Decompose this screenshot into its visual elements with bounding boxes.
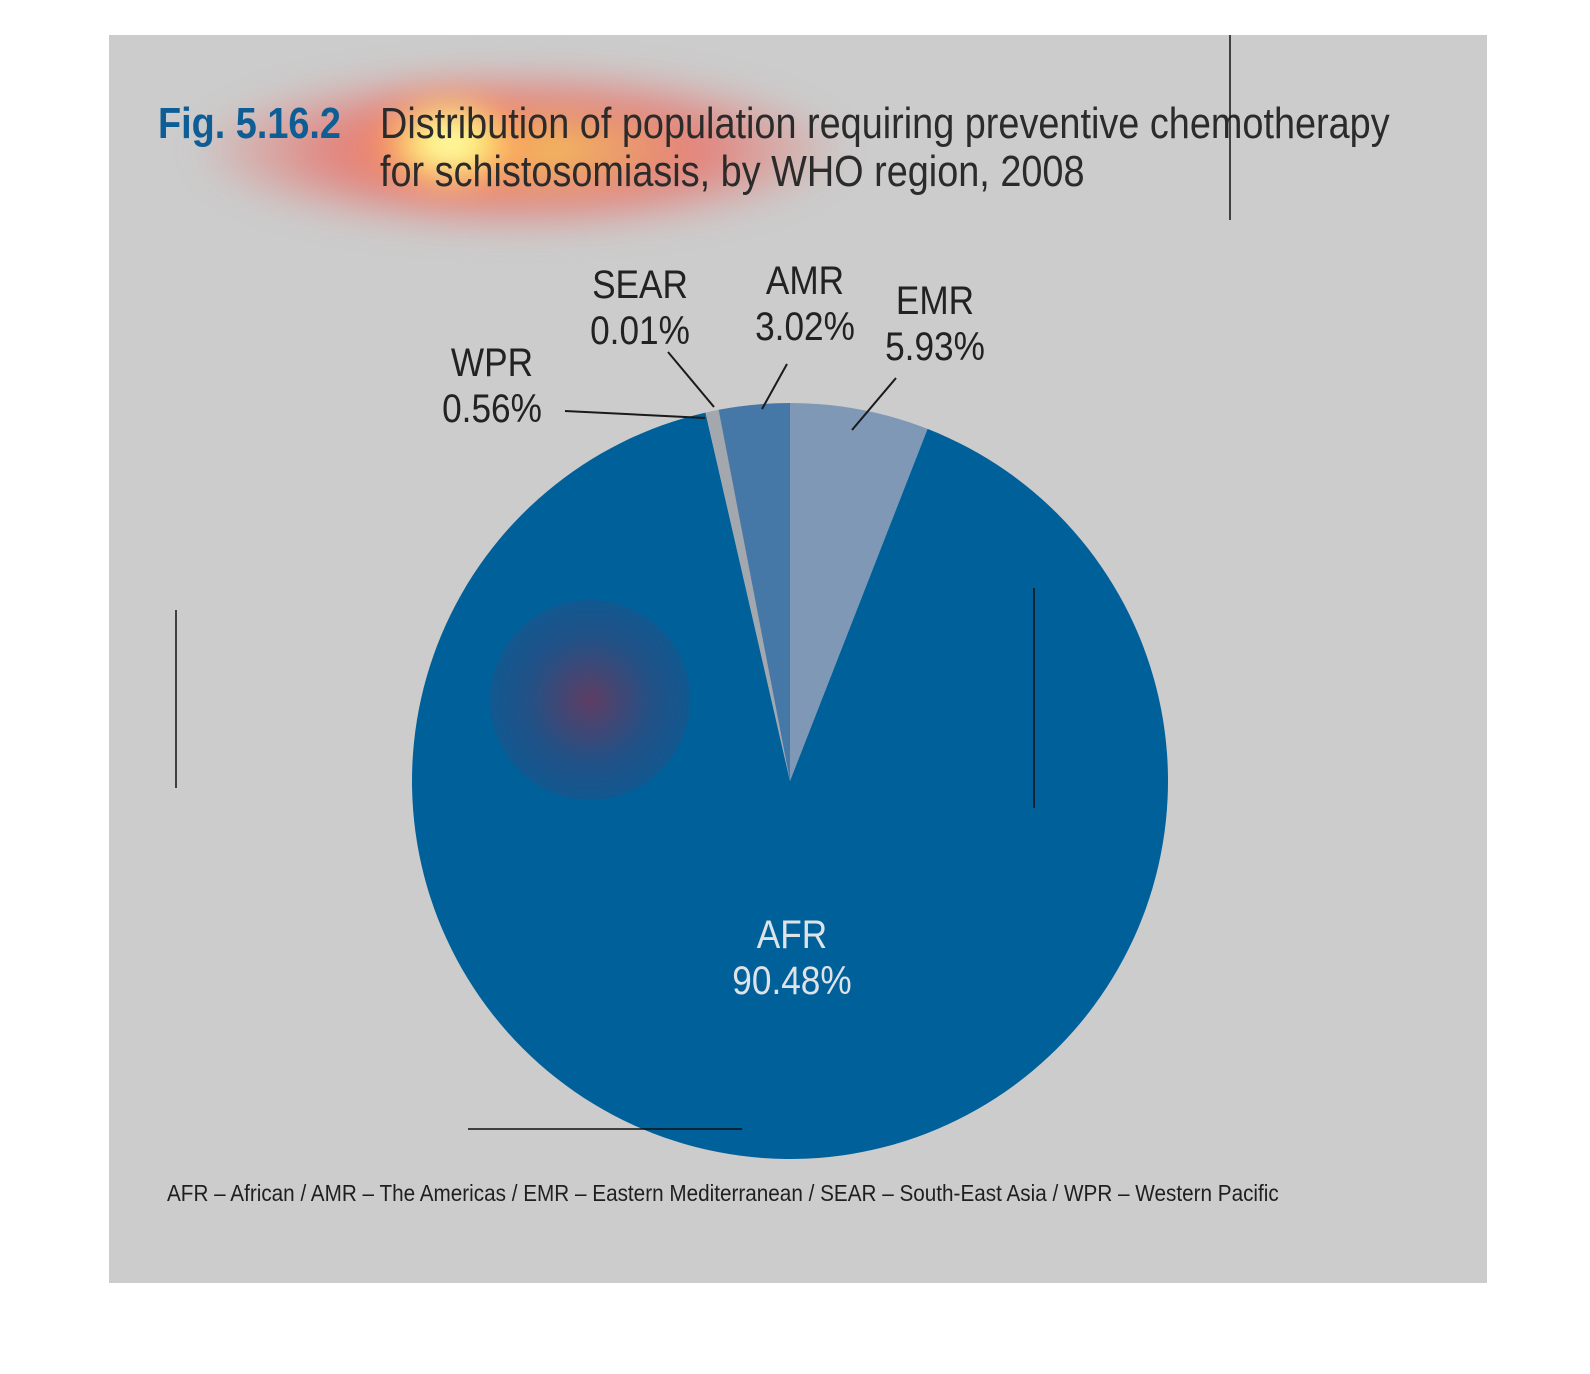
slice-name-amr: AMR (765, 259, 845, 303)
leader-line-wpr (564, 410, 706, 419)
slice-name-emr: EMR (895, 279, 975, 323)
leader-line-sear (667, 351, 715, 408)
slice-value-sear: 0.01% (590, 309, 690, 353)
slice-name-afr: AFR (756, 913, 828, 957)
figure-title-line-1: Distribution of population requiring pre… (380, 99, 1390, 148)
leader-line-amr (761, 363, 788, 410)
leader-line-emr (851, 377, 897, 431)
slice-name-sear: SEAR (592, 263, 688, 307)
pie-slice-afr (411, 412, 1168, 1159)
slice-label-wpr: WPR 0.56% (439, 340, 545, 432)
slice-label-sear: SEAR 0.01% (583, 262, 697, 354)
pie-slice-amr (718, 403, 790, 781)
region-footnote: AFR – African / AMR – The Americas / EMR… (167, 1180, 1279, 1206)
slice-value-emr: 5.93% (885, 325, 985, 369)
slice-value-amr: 3.02% (755, 305, 855, 349)
figure-number: Fig. 5.16.2 (158, 99, 341, 148)
figure-title-line-2: for schistosomiasis, by WHO region, 2008 (380, 147, 1085, 196)
slice-value-wpr: 0.56% (442, 387, 542, 431)
pie-slice-sear (718, 409, 790, 781)
slice-label-afr: AFR 90.48% (722, 912, 863, 1004)
slice-label-emr: EMR 5.93% (878, 278, 992, 370)
slice-name-wpr: WPR (450, 341, 534, 385)
slice-label-amr: AMR 3.02% (748, 258, 862, 350)
pie-slice-emr (790, 403, 928, 781)
slice-value-afr: 90.48% (732, 959, 852, 1003)
pie-slice-wpr (705, 409, 790, 781)
